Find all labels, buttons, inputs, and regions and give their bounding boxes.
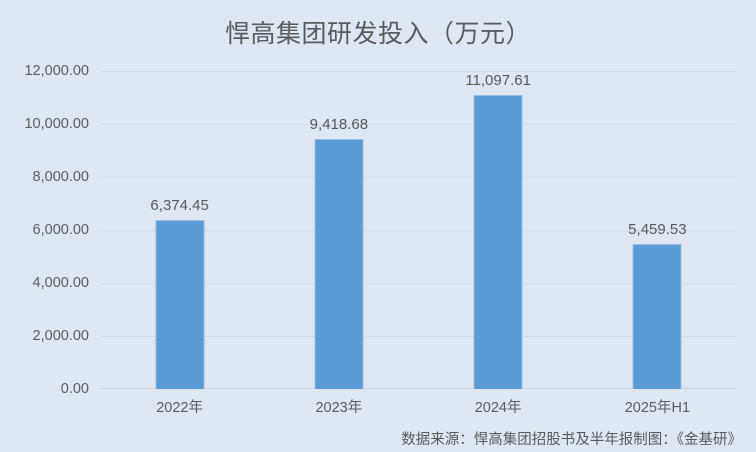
y-axis-tick-label: 8,000.00 [32, 169, 89, 185]
y-axis-tick-label: 10,000.00 [24, 116, 89, 132]
bar[interactable] [314, 139, 364, 389]
y-axis-tick-label: 2,000.00 [32, 328, 89, 344]
bar-value-label: 6,374.45 [150, 197, 209, 214]
x-axis: 2022年 2023年 2024年 2025年H1 [100, 396, 737, 420]
footer-source-value: 悍高集团招股书及半年报 [473, 432, 634, 448]
footer-source-label: 数据来源： [401, 432, 474, 448]
bar-value-label: 9,418.68 [309, 116, 369, 133]
y-axis-tick-label: 0.00 [60, 381, 89, 397]
x-axis-tick-label: 2022年 [156, 400, 203, 416]
bar-value-label: 11,097.61 [465, 72, 531, 89]
bar[interactable] [473, 95, 523, 389]
bar-value-label: 5,459.53 [628, 221, 687, 238]
y-axis: 12,000.00 10,000.00 8,000.00 6,000.00 4,… [0, 0, 100, 452]
axis-baseline [100, 388, 737, 389]
y-axis-tick-label: 6,000.00 [32, 222, 89, 238]
gridline [100, 124, 737, 125]
gridline [100, 230, 737, 231]
x-axis-tick-label: 2024年 [474, 400, 522, 416]
y-axis-tick-label: 4,000.00 [32, 275, 89, 291]
gridline [100, 177, 737, 178]
footer-credit-label: 制图： [633, 432, 677, 448]
y-axis-tick-label: 12,000.00 [24, 63, 89, 79]
chart-title: 悍高集团研发投入（万元） [224, 20, 531, 48]
footer-credit-value: 《金基研》 [676, 432, 742, 448]
x-axis-tick-label: 2023年 [315, 400, 363, 416]
x-axis-tick-label: 2025年H1 [624, 400, 691, 416]
bar[interactable] [632, 244, 682, 389]
bar-group: 11,097.61 [419, 71, 578, 389]
bar-group: 9,418.68 [259, 71, 418, 389]
gridline [100, 71, 737, 72]
bar[interactable] [155, 220, 205, 389]
chart-footer: 数据来源：悍高集团招股书及半年报制图：《金基研》 [401, 428, 742, 449]
bar-group: 6,374.45 [100, 71, 259, 389]
gridline [100, 283, 737, 284]
gridline [100, 336, 737, 337]
bar-group: 5,459.53 [578, 71, 737, 389]
plot-area: 6,374.45 9,418.68 11,097.61 5,459.53 [100, 71, 737, 389]
